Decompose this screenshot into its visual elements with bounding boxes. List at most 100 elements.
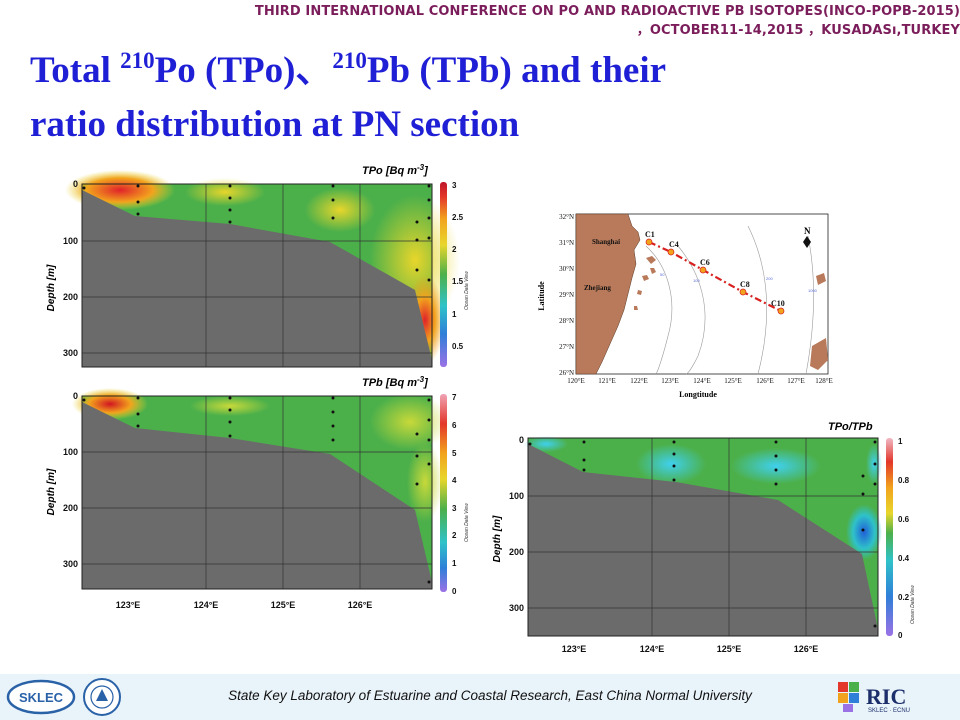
ric-subtext: SKLEC · ECNU [868,708,910,714]
footer-text: State Key Laboratory of Estuarine and Co… [228,688,752,703]
tpb-cb-tick: 4 [452,476,457,485]
mainland [575,213,641,375]
map-xlabel: Longtitude [679,390,717,399]
ratio-section-plot: 0 100 200 300 Depth [m] 123°E 124°E 125°… [486,414,926,659]
station-C8 [739,288,747,296]
isobath-label: 200 [766,276,773,281]
lat-tick: 30°N [559,265,574,273]
title-text-a: Total [30,50,121,91]
tpo-colorbar [440,182,447,367]
tpb-lon-tick: 125°E [271,600,296,610]
station-C4 [667,248,675,256]
north-arrow-icon [803,236,811,248]
tpo-cb-tick: 2 [452,245,457,254]
islands [634,256,656,310]
station-label: C4 [669,240,679,249]
tpo-section-plot: 0 100 200 300 Depth [m] TPo [Bq m-3] 3 2… [40,160,480,375]
tpb-cb-tick: 5 [452,449,457,458]
tpb-depth-tick: 0 [73,391,78,401]
ratio-depth-label: Depth [m] [492,515,503,562]
tpb-depth-tick: 300 [63,559,78,569]
title-text-c: Pb (TPb) and their [366,50,667,91]
tpb-cb-tick: 2 [452,531,457,540]
slide-title: Total 210Po (TPo)、210Pb (TPb) and their … [30,44,930,152]
lon-tick: 121°E [598,377,616,385]
ratio-cb-tick: 0.8 [898,476,910,485]
tpb-lon-tick: 124°E [194,600,219,610]
university-seal-icon [83,678,121,716]
tpo-label: TPo [Bq m-3] [362,163,428,177]
tpo-depth-tick: 200 [63,292,78,302]
tpo-depth-tick: 0 [73,179,78,189]
sklec-logo-icon: SKLEC [6,679,76,715]
lat-tick: 26°N [559,369,574,377]
title-sup-1: 210 [120,48,155,73]
station-label: C10 [771,299,785,308]
place-label: Zhejiang [584,284,611,292]
tpo-cb-tick: 2.5 [452,213,464,222]
lon-tick: 128°E [815,377,833,385]
east-islands [810,338,828,370]
ratio-cb-tick: 0 [898,631,903,640]
tpb-seafloor [82,402,432,589]
ratio-lon-tick: 123°E [562,644,587,654]
lat-tick: 32°N [559,213,574,221]
title-sup-2: 210 [332,48,367,73]
tpb-lon-tick: 123°E [116,600,141,610]
ratio-depth-tick: 100 [509,491,524,501]
lat-tick: 29°N [559,291,574,299]
tpb-cb-tick: 6 [452,421,457,430]
header-bar: THIRD INTERNATIONAL CONFERENCE ON PO AND… [0,0,960,38]
tpb-odv-mark: Ocean Data View [464,503,470,542]
lon-tick: 124°E [693,377,711,385]
ratio-depth-tick: 200 [509,547,524,557]
station-C1 [645,238,653,246]
map-ylabel: Latitude [537,281,546,311]
isobath-label: 100 [693,278,700,283]
tpb-cb-tick: 3 [452,504,457,513]
lon-tick: 120°E [567,377,585,385]
title-text-b: Po (TPo)、 [154,50,333,91]
ratio-cb-tick: 1 [898,437,903,446]
title-line-2: ratio distribution at PN section [30,104,520,145]
station-C6 [699,266,707,274]
tpo-cb-tick: 0.5 [452,342,464,351]
station-map: C1 C4 C6 C8 C10 Shanghai Zhejiang 50 100… [528,206,838,406]
ric-text: RIC [866,684,906,709]
station-C10 [777,307,785,315]
ratio-odv-mark: Ocean Data View [910,585,916,624]
tpb-label: TPb [Bq m-3] [362,375,428,389]
isobath-label: 50 [660,272,665,277]
ratio-lon-tick: 126°E [794,644,819,654]
sklec-text: SKLEC [19,690,64,705]
tpo-cb-tick: 1.5 [452,277,464,286]
ric-logo-icon: RIC SKLEC · ECNU [838,682,910,714]
north-label: N [804,226,811,236]
ratio-cb-tick: 0.2 [898,593,910,602]
tpo-cb-tick: 3 [452,181,457,190]
lat-tick: 28°N [559,317,574,325]
tpb-cb-tick: 0 [452,587,457,596]
ratio-seafloor [528,444,878,636]
tpb-cb-tick: 1 [452,559,457,568]
lon-tick: 127°E [787,377,805,385]
lat-tick: 31°N [559,239,574,247]
isobath-label: 1000 [808,288,818,293]
lon-tick: 123°E [661,377,679,385]
tpo-depth-tick: 100 [63,236,78,246]
lat-tick: 27°N [559,343,574,351]
ratio-depth-tick: 300 [509,603,524,613]
tpb-depth-tick: 100 [63,447,78,457]
tpb-section-plot: 0 100 200 300 Depth [m] 123°E 124°E 125°… [40,372,480,622]
conference-title: THIRD INTERNATIONAL CONFERENCE ON PO AND… [254,4,960,38]
lon-tick: 126°E [756,377,774,385]
tpo-depth-label: Depth [m] [46,264,57,311]
station-label: C1 [645,230,655,239]
tpb-cb-tick: 7 [452,393,457,402]
place-label: Shanghai [592,238,620,246]
tpo-seafloor [82,190,432,367]
ratio-depth-tick: 0 [519,435,524,445]
lon-tick: 125°E [724,377,742,385]
tpb-depth-label: Depth [m] [46,468,57,515]
lon-tick: 122°E [630,377,648,385]
